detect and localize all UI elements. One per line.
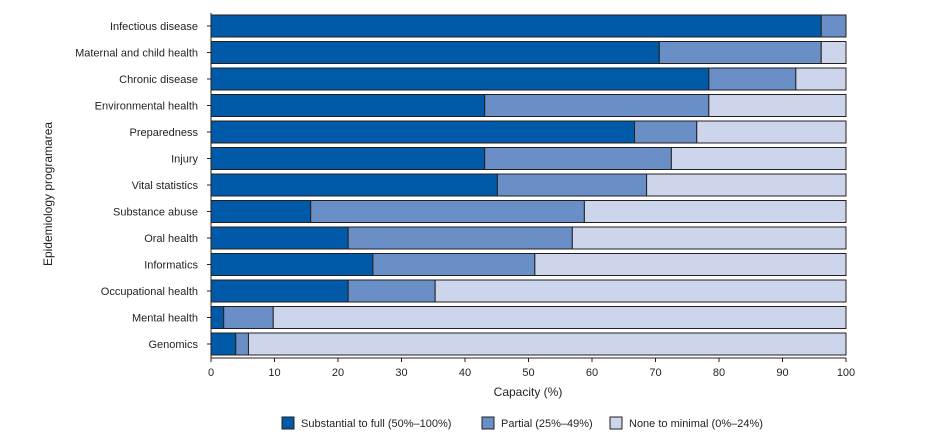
category-label: Injury <box>171 154 198 166</box>
legend: Substantial to full (50%–100%) Partial (2… <box>281 416 763 430</box>
category-label: Infectious disease <box>110 21 198 33</box>
x-tick-label: 50 <box>522 367 534 379</box>
x-tick-label: 100 <box>837 367 855 379</box>
bar-segment-10-2 <box>434 279 847 303</box>
bar-segment-11-2 <box>272 306 847 329</box>
x-axis-title: Capacity (%) <box>494 385 563 399</box>
bar-segment-3-0 <box>210 94 486 117</box>
bar-segment-7-2 <box>583 200 847 223</box>
bar-segment-2-1 <box>708 67 797 91</box>
bar-segment-11-0 <box>210 306 225 329</box>
x-tick-label: 30 <box>395 367 407 379</box>
legend-label: Substantial to full (50%–100%) <box>301 418 451 430</box>
category-label: Vital statistics <box>132 180 199 192</box>
y-axis-title: Epidemiology programarea <box>41 122 55 266</box>
bar-segment-3-2 <box>708 94 847 117</box>
bar-segment-10-1 <box>347 279 436 303</box>
bar-segment-4-2 <box>696 120 847 144</box>
category-label: Chronic disease <box>119 74 198 86</box>
category-label: Informatics <box>144 260 198 272</box>
bar-segment-7-0 <box>210 200 312 223</box>
category-labels: Infectious disease Maternal and child hea… <box>75 21 211 351</box>
x-tick-label: 60 <box>586 367 598 379</box>
bar-segment-5-0 <box>210 147 486 170</box>
category-label: Maternal and child health <box>75 48 198 60</box>
category-label: Occupational health <box>101 286 198 298</box>
x-tick-label: 10 <box>268 367 280 379</box>
legend-swatch <box>481 416 495 430</box>
x-axis: 0 10 20 30 40 50 60 70 80 90 100 <box>208 13 855 379</box>
category-label: Preparedness <box>130 127 199 139</box>
bar-segment-7-1 <box>310 200 585 223</box>
category-label: Mental health <box>132 313 198 325</box>
bar-segment-8-1 <box>347 226 573 250</box>
legend-label: Partial (25%–49%) <box>501 418 593 430</box>
bar-segment-9-2 <box>534 253 847 276</box>
x-tick-label: 20 <box>332 367 344 379</box>
bar-segment-5-2 <box>670 147 847 170</box>
bar-segment-0-1 <box>820 14 847 38</box>
x-tick-label: 80 <box>713 367 725 379</box>
x-tick-label: 0 <box>208 367 214 379</box>
x-tick-label: 70 <box>649 367 661 379</box>
bar-segment-9-0 <box>210 253 374 276</box>
bar-segment-5-1 <box>484 147 672 170</box>
bar-segment-12-1 <box>235 332 249 356</box>
bars-group <box>210 14 847 356</box>
bar-segment-3-1 <box>484 94 710 117</box>
bar-segment-12-2 <box>247 332 847 356</box>
bar-segment-4-0 <box>210 120 636 144</box>
x-tick-label: 90 <box>776 367 788 379</box>
x-tick-label: 40 <box>459 367 471 379</box>
category-label: Genomics <box>148 339 198 351</box>
bar-segment-12-0 <box>210 332 237 356</box>
bar-segment-0-0 <box>210 14 822 38</box>
bar-segment-2-0 <box>210 67 710 91</box>
bar-segment-1-1 <box>658 41 822 64</box>
bar-segment-6-2 <box>646 173 847 197</box>
bar-segment-1-2 <box>820 41 847 64</box>
category-label: Substance abuse <box>113 207 198 219</box>
bar-segment-8-0 <box>210 226 349 250</box>
bar-segment-2-2 <box>795 67 847 91</box>
legend-label: None to minimal (0%–24%) <box>629 418 763 430</box>
bar-segment-8-2 <box>571 226 847 250</box>
bar-segment-10-0 <box>210 279 349 303</box>
bar-segment-1-0 <box>210 41 660 64</box>
category-label: Environmental health <box>95 101 198 113</box>
bar-segment-9-1 <box>372 253 536 276</box>
bar-segment-11-1 <box>223 306 274 329</box>
legend-swatch <box>609 416 623 430</box>
bar-segment-6-0 <box>210 173 498 197</box>
category-label: Oral health <box>144 233 198 245</box>
legend-swatch <box>281 416 295 430</box>
bar-segment-4-1 <box>634 120 698 144</box>
bar-segment-6-1 <box>496 173 648 197</box>
